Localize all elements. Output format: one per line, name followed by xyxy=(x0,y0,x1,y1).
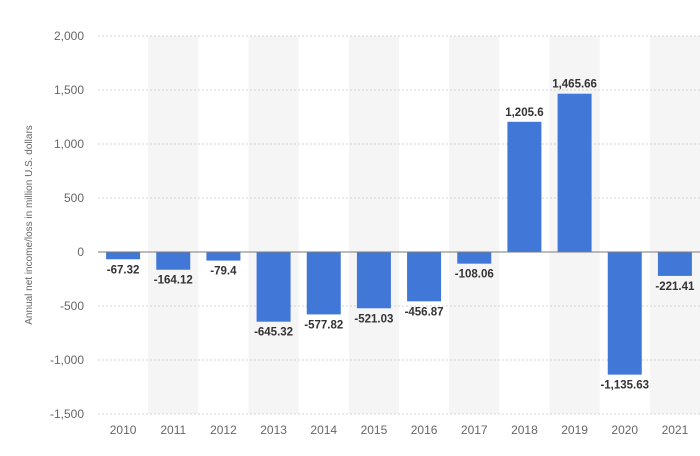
x-axis-ticks: 2010 2011 2012 2013 2014 2015 2016 2017 2018 2019… xyxy=(110,423,689,437)
y-tick-label: 1,500 xyxy=(54,83,84,97)
bar-2020 xyxy=(607,252,642,375)
bar-2012 xyxy=(206,252,241,261)
bar-2019 xyxy=(557,93,592,253)
gridlines xyxy=(98,35,700,415)
bar-2018 xyxy=(507,121,542,252)
x-tick-label-2014: 2014 xyxy=(310,423,337,437)
y-tick-label: 1,000 xyxy=(54,137,84,151)
data-label-2021: -221.41 xyxy=(655,281,695,293)
y-tick-label: -500 xyxy=(60,299,84,313)
y-tick-label: 2,000 xyxy=(54,29,84,43)
y-tick-label: 500 xyxy=(64,191,84,205)
data-label-2015: -521.03 xyxy=(354,313,393,325)
x-tick-label-2017: 2017 xyxy=(461,423,488,437)
data-label-2010: -67.32 xyxy=(107,264,140,276)
y-tick-label: -1,500 xyxy=(50,407,84,421)
bar-2017 xyxy=(457,252,492,264)
x-tick-label-2016: 2016 xyxy=(411,423,438,437)
y-tick-label: 0 xyxy=(77,245,84,259)
band-2021 xyxy=(649,36,700,414)
data-label-2012: -79.4 xyxy=(210,266,237,278)
bar-2014 xyxy=(306,252,341,315)
band-2013 xyxy=(248,36,299,414)
data-label-2017: -108.06 xyxy=(455,269,494,281)
x-tick-label-2020: 2020 xyxy=(611,423,638,437)
bar-2010 xyxy=(106,252,141,260)
y-tick-label: -1,000 xyxy=(50,353,84,367)
x-tick-label-2013: 2013 xyxy=(260,423,287,437)
bar-2021 xyxy=(657,252,692,276)
data-label-2011: -164.12 xyxy=(154,275,193,287)
data-label-2020: -1,135.63 xyxy=(600,380,649,392)
data-label-2014: -577.82 xyxy=(304,319,343,331)
data-label-2019: 1,465.66 xyxy=(552,79,597,91)
bar-2011 xyxy=(156,252,191,270)
y-axis-title: Annual net income/loss in million U.S. d… xyxy=(24,125,35,325)
bar-2013 xyxy=(256,252,291,322)
data-label-2018: 1,205.6 xyxy=(505,107,543,119)
bars xyxy=(106,93,692,375)
x-tick-label-2012: 2012 xyxy=(210,423,237,437)
data-labels: -67.32-164.12-79.4-645.32-577.82-521.03-… xyxy=(107,79,695,392)
band-2017 xyxy=(449,36,500,414)
x-tick-label-2011: 2011 xyxy=(160,423,186,437)
band-2011 xyxy=(148,36,199,414)
y-axis-ticks: -1,500 -1,000 -500 0 500 1,000 1,500 2,000 xyxy=(50,29,84,421)
x-tick-label-2010: 2010 xyxy=(110,423,137,437)
bar-2016 xyxy=(407,252,442,302)
x-tick-label-2019: 2019 xyxy=(561,423,588,437)
data-label-2016: -456.87 xyxy=(405,306,444,318)
x-tick-label-2018: 2018 xyxy=(511,423,538,437)
x-tick-label-2021: 2021 xyxy=(662,423,689,437)
bar-2015 xyxy=(356,252,391,309)
band-2015 xyxy=(348,36,399,414)
data-label-2013: -645.32 xyxy=(254,327,293,339)
x-tick-label-2015: 2015 xyxy=(361,423,388,437)
